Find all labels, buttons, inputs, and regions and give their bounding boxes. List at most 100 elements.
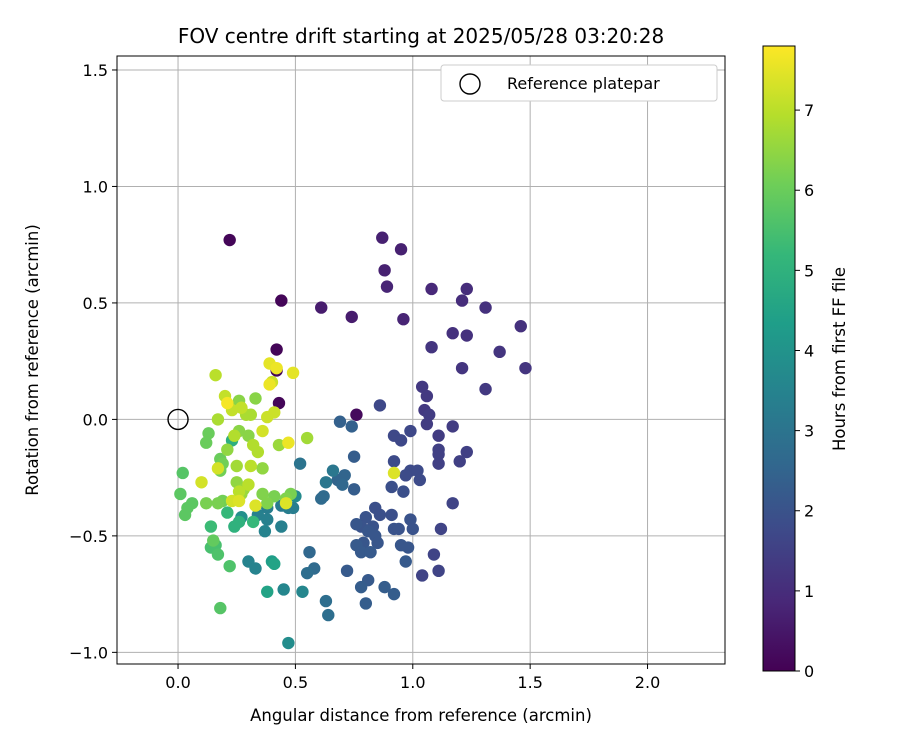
data-point — [200, 497, 213, 510]
data-point — [214, 601, 227, 615]
data-point — [340, 564, 354, 578]
data-point — [319, 476, 333, 489]
data-point — [432, 448, 445, 461]
y-axis-ticks: −1.0 −0.5 0.0 0.5 1.0 1.5 — [69, 61, 117, 662]
plot-frame — [116, 55, 726, 665]
data-point — [446, 420, 459, 433]
data-point — [420, 389, 434, 403]
data-point — [272, 438, 286, 452]
data-point — [373, 399, 387, 412]
legend-reference-marker — [459, 73, 481, 95]
data-point — [221, 443, 234, 456]
data-point — [359, 597, 373, 610]
data-point — [272, 396, 286, 410]
data-point — [423, 408, 436, 421]
colorbar-tick-label: 2 — [804, 502, 814, 521]
data-point — [261, 497, 274, 510]
data-point — [376, 231, 389, 244]
legend-box — [440, 64, 718, 102]
data-point — [319, 594, 333, 608]
data-point — [176, 466, 189, 480]
data-point — [415, 569, 429, 582]
data-point — [251, 445, 265, 459]
y-tick-label: −1.0 — [69, 643, 108, 662]
data-point — [394, 243, 408, 256]
x-tick-label: 1.5 — [517, 673, 542, 692]
x-tick-label: 1.0 — [400, 673, 425, 692]
colorbar-tick-label: 5 — [804, 261, 814, 280]
data-point — [195, 476, 208, 489]
reference-platepar-marker — [167, 408, 189, 431]
data-point — [174, 487, 187, 501]
colorbar-tick-label: 4 — [804, 341, 814, 360]
data-point — [246, 515, 260, 529]
data-point — [270, 361, 283, 375]
data-point — [347, 450, 361, 463]
y-tick-label: 0.0 — [83, 410, 108, 429]
data-point — [230, 459, 243, 473]
data-point — [211, 462, 225, 475]
data-point — [446, 497, 459, 510]
data-point — [244, 408, 258, 421]
data-point — [178, 508, 192, 522]
data-point — [399, 469, 412, 482]
data-point — [336, 478, 349, 491]
data-point — [413, 473, 427, 487]
data-point — [432, 564, 445, 578]
data-point — [519, 361, 532, 375]
colorbar-tick-label: 1 — [804, 582, 814, 601]
data-point — [258, 525, 272, 538]
data-point — [322, 608, 335, 622]
data-point — [303, 545, 316, 559]
data-point — [399, 555, 412, 568]
data-point — [333, 415, 347, 428]
data-point — [204, 520, 218, 533]
data-point — [275, 520, 288, 533]
colorbar-tick-label: 6 — [804, 181, 814, 200]
data-point — [282, 636, 295, 650]
data-point — [277, 583, 290, 596]
data-point — [460, 445, 473, 459]
y-tick-label: 1.5 — [83, 61, 108, 80]
data-point — [434, 522, 448, 536]
data-point — [242, 478, 255, 491]
legend-entry-reference-platepar: Reference platepar — [507, 74, 660, 93]
data-point — [387, 455, 401, 468]
data-point — [455, 361, 469, 375]
data-point — [209, 368, 222, 382]
data-point — [263, 378, 276, 391]
data-points — [174, 231, 532, 650]
data-point — [387, 466, 401, 480]
data-point — [432, 429, 445, 442]
data-point — [455, 294, 469, 307]
data-point — [373, 508, 387, 522]
y-tick-label: −0.5 — [69, 527, 108, 546]
colorbar — [762, 45, 796, 672]
data-point — [371, 536, 384, 550]
data-point — [446, 327, 459, 340]
data-point — [202, 427, 215, 440]
data-point — [425, 340, 438, 354]
x-tick-label: 2.0 — [635, 673, 660, 692]
data-point — [232, 494, 246, 508]
data-point — [394, 434, 408, 447]
data-point — [345, 310, 358, 324]
data-point — [207, 534, 220, 547]
data-point — [221, 506, 234, 519]
data-point — [244, 459, 258, 473]
data-point — [397, 485, 410, 498]
data-point — [479, 301, 492, 314]
data-point — [228, 520, 241, 533]
data-point — [256, 424, 269, 438]
data-point — [249, 499, 262, 512]
data-point — [397, 313, 410, 326]
x-tick-label: 0.5 — [283, 673, 308, 692]
colorbar-tick-label: 3 — [804, 422, 814, 441]
data-point — [378, 580, 391, 594]
data-point — [350, 518, 363, 531]
data-point — [228, 429, 241, 442]
x-axis-ticks: 0.0 0.5 1.0 1.5 2.0 — [165, 664, 660, 692]
data-point — [479, 382, 492, 396]
data-point — [401, 541, 415, 554]
